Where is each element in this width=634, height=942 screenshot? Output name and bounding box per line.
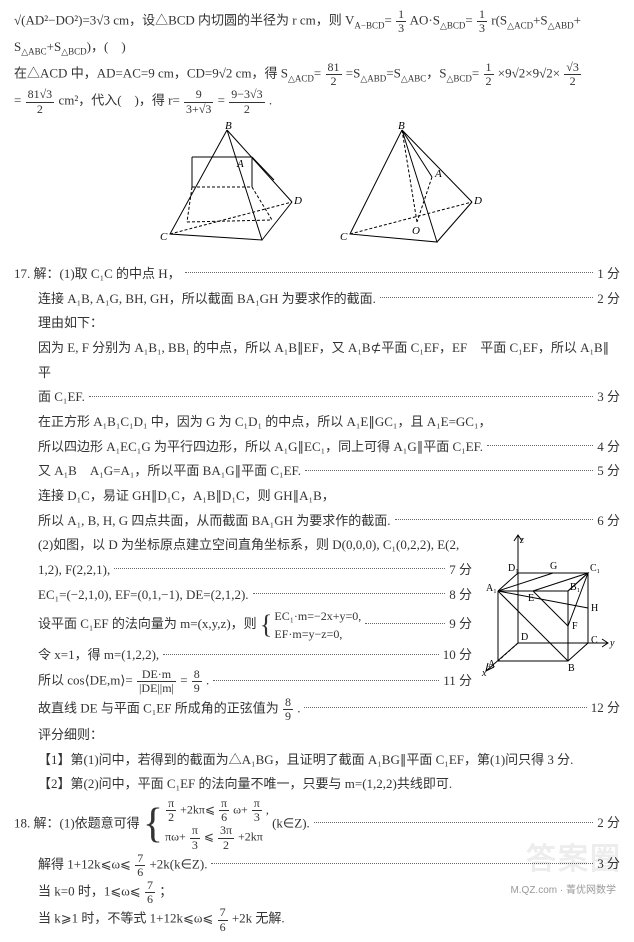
svg-text:D: D — [521, 632, 528, 643]
q17p2-l5: 所以 cos⟨DE,m⟩= DE·m|DE||m| = 89 . 11 分 — [14, 668, 472, 695]
svg-text:H: H — [591, 603, 598, 614]
q17p2-l3: 设平面 C₁EF 的法向量为 m=(x,y,z)，则 { EC₁·m=−2x+y… — [14, 607, 472, 643]
svg-text:F: F — [572, 621, 578, 632]
q17-line: 面 C₁EF.3 分 — [14, 385, 620, 410]
svg-text:A: A — [236, 158, 244, 170]
svg-text:C₁: C₁ — [590, 563, 600, 574]
svg-text:C: C — [160, 231, 168, 243]
q17p2-intro: (2)如图，以 D 为坐标原点建立空间直角坐标系，则 D(0,0,0), C₁(… — [14, 533, 472, 558]
q17p2-l2: EC₁=(−2,1,0), EF=(0,1,−1), DE=(2,1,2).8 … — [14, 583, 472, 608]
svg-text:y: y — [609, 638, 615, 649]
q17p2-l4: 令 x=1，得 m=(1,2,2),10 分 — [14, 643, 472, 668]
tetra-svg-2: B A O C D — [332, 122, 482, 252]
svg-text:O: O — [412, 225, 420, 237]
q17-line: 17. 解：(1)取 C₁C 的中点 H，1 分 — [14, 262, 620, 287]
svg-text:B: B — [225, 122, 232, 132]
rubric-2: 【2】第(2)问中，平面 C₁EF 的法向量不唯一，只要与 m=(1,2,2)共… — [14, 772, 620, 797]
svg-text:D: D — [293, 195, 302, 207]
q17-line: 因为 E, F 分别为 A₁B₁, BB₁ 的中点，所以 A₁B∥EF，又 A₁… — [14, 336, 620, 385]
svg-text:C: C — [340, 231, 348, 243]
svg-text:D₁: D₁ — [508, 563, 519, 574]
svg-text:G: G — [550, 561, 557, 572]
rubric-1: 【1】第(1)问中，若得到的截面为△A₁BG，且证明了截面 A₁BG∥平面 C₁… — [14, 748, 620, 773]
q18-l1: 18. 解：(1)依题意可得 { π2 +2kπ⩽ π6 ω+ π3 , πω+… — [14, 797, 620, 852]
rubric-title: 评分细则： — [14, 723, 620, 748]
q17-line: 连接 A₁B, A₁G, BH, GH，所以截面 BA₁GH 为要求作的截面.2… — [14, 287, 620, 312]
footer: M.QZ.com · 菁优网数学 — [510, 881, 616, 900]
prelude-line-3: 在△ACD 中，AD=AC=9 cm，CD=9√2 cm，得 S△ACD= 81… — [14, 61, 620, 88]
tetra-diagrams: B A C D B A O C D — [14, 122, 620, 252]
prelude-line-4: = 81√32 cm²，代入( )，得 r= 93+√3 = 9−3√32 . — [14, 88, 620, 115]
q17-line: 所以 A₁, B, H, G 四点共面，从而截面 BA₁GH 为要求作的截面.6… — [14, 509, 620, 534]
svg-text:A: A — [434, 168, 442, 180]
svg-text:B₁: B₁ — [570, 582, 580, 593]
q17-line: 理由如下： — [14, 311, 620, 336]
tetra-svg-1: B A C D — [152, 122, 302, 252]
q17-line: 连接 D₁C，易证 GH∥D₁C，A₁B∥D₁C，则 GH∥A₁B， — [14, 484, 620, 509]
q17-line: 又 A₁B A₁G=A₁，所以平面 BA₁G∥平面 C₁EF.5 分 — [14, 459, 620, 484]
q17-line: 所以四边形 A₁EC₁G 为平行四边形，所以 A₁G∥EC₁，同上可得 A₁G∥… — [14, 435, 620, 460]
svg-text:x: x — [481, 668, 487, 678]
q17-line: 在正方形 A₁B₁C₁D₁ 中，因为 G 为 C₁D₁ 的中点，所以 A₁E∥G… — [14, 410, 620, 435]
cube-svg: z y x D₁ G C₁ A₁ E B₁ H F D C A B — [480, 533, 620, 678]
svg-text:A₁: A₁ — [486, 583, 497, 594]
q18-l4: 当 k⩾1 时，不等式 1+12k⩽ω⩽ 76 +2k 无解. — [14, 906, 620, 933]
prelude-line-1: √(AD²−DO²)=3√3 cm，设△BCD 内切圆的半径为 r cm，则 V… — [14, 8, 620, 35]
svg-text:D: D — [473, 195, 482, 207]
q17-part2-row: (2)如图，以 D 为坐标原点建立空间直角坐标系，则 D(0,0,0), C₁(… — [14, 533, 620, 695]
prelude-line-2: S△ABC+S△BCD)，( ) — [14, 35, 620, 61]
q18-l2: 解得 1+12k⩽ω⩽ 76 +2k(k∈Z). 3 分 — [14, 852, 620, 879]
q17p2-l6: 故直线 DE 与平面 C₁EF 所成角的正弦值为 89 . 12 分 — [14, 696, 620, 723]
svg-text:A: A — [488, 659, 496, 670]
svg-text:B: B — [398, 122, 405, 132]
svg-text:B: B — [568, 663, 575, 674]
svg-text:z: z — [519, 535, 524, 546]
svg-text:C: C — [591, 635, 598, 646]
svg-text:E: E — [528, 593, 534, 604]
q17p2-l1b: 1,2), F(2,2,1),7 分 — [14, 558, 472, 583]
q17-block: 17. 解：(1)取 C₁C 的中点 H，1 分连接 A₁B, A₁G, BH,… — [14, 262, 620, 534]
